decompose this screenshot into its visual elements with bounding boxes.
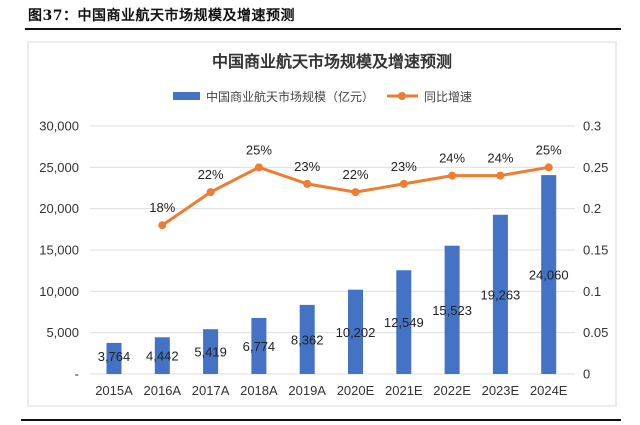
bar-data-label: 24,060 [529, 268, 569, 283]
left-tick-label: 20,000 [39, 201, 79, 216]
right-tick-label: 0 [583, 367, 590, 382]
bar [299, 304, 315, 374]
bar-data-label: 19,263 [481, 287, 521, 302]
top-rule [25, 28, 621, 30]
bar-data-label: 6,774 [243, 339, 276, 354]
bottom-rule [21, 419, 621, 421]
x-tick-label: 2022E [433, 383, 471, 398]
bar-data-label: 15,523 [432, 303, 472, 318]
left-tick-label: 10,000 [39, 284, 79, 299]
x-tick-label: 2018A [240, 383, 278, 398]
x-tick-label: 2015A [95, 383, 133, 398]
line-marker [158, 221, 167, 230]
line-series [158, 163, 553, 230]
bar [348, 289, 363, 374]
legend-line-label: 同比增速 [424, 90, 472, 104]
bar-data-label: 8,362 [291, 332, 324, 347]
line-data-label: 24% [487, 151, 513, 166]
right-tick-label: 0.3 [583, 119, 601, 134]
right-axis: 0 0.05 0.1 0.15 0.2 0.25 0.3 [583, 119, 608, 382]
line-data-label: 18% [149, 200, 175, 215]
bar [396, 270, 412, 374]
right-tick-label: 0.1 [583, 284, 601, 299]
x-tick-label: 2017A [192, 383, 230, 398]
left-tick-label: 25,000 [39, 160, 79, 175]
legend: 中国商业航天市场规模（亿元） 同比增速 [173, 89, 472, 104]
x-tick-label: 2019A [288, 383, 326, 398]
line-data-label: 23% [294, 159, 320, 174]
right-tick-label: 0.15 [583, 243, 608, 258]
left-tick-label: - [75, 367, 79, 382]
bar-data-label: 3,764 [98, 349, 131, 364]
right-tick-label: 0.25 [583, 160, 608, 175]
right-tick-label: 0.2 [583, 201, 601, 216]
left-tick-label: 15,000 [39, 243, 79, 258]
line-data-labels: 18% 22% 25% 23% 22% 23% 24% 24% 25% [149, 142, 562, 215]
figure-caption: 图37：中国商业航天市场规模及增速预测 [28, 8, 295, 24]
line-marker [544, 163, 553, 172]
right-tick-label: 0.05 [583, 325, 608, 340]
line-marker [448, 171, 457, 180]
line-data-label: 23% [391, 159, 417, 174]
chart-frame [27, 41, 617, 407]
bar [541, 175, 557, 374]
bar-data-label: 5,419 [194, 345, 227, 360]
line-marker [496, 171, 505, 180]
x-tick-label: 2023E [482, 383, 520, 398]
line-marker [399, 179, 408, 188]
line-marker [206, 188, 215, 197]
bar [492, 214, 508, 374]
bar-data-label: 12,549 [384, 315, 424, 330]
bar-data-label: 4,442 [146, 349, 179, 364]
bar-data-label: 10,202 [336, 325, 376, 340]
x-tick-label: 2016A [144, 383, 182, 398]
line-marker [351, 188, 360, 197]
left-axis: - 5,000 10,000 15,000 20,000 25,000 30,000 [39, 119, 79, 382]
bar [251, 318, 267, 374]
legend-bar-label: 中国商业航天市场规模（亿元） [206, 89, 374, 104]
bar-series [106, 175, 557, 374]
chart-title: 中国商业航天市场规模及增速预测 [212, 52, 452, 71]
bar [444, 245, 460, 374]
left-tick-label: 5,000 [46, 325, 79, 340]
bar [203, 329, 219, 374]
line-data-label: 22% [342, 167, 368, 182]
x-tick-label: 2024E [530, 383, 568, 398]
legend-bar-swatch [173, 92, 200, 100]
bar [154, 337, 170, 374]
x-tick-label: 2021E [385, 383, 423, 398]
line-marker [254, 163, 263, 172]
x-axis: 2015A 2016A 2017A 2018A 2019A 2020E 2021E 2022E… [95, 383, 568, 398]
line-data-label: 22% [198, 167, 224, 182]
x-tick-label: 2020E [337, 383, 375, 398]
line-data-label: 25% [536, 142, 562, 157]
left-tick-label: 30,000 [39, 119, 79, 134]
bar [106, 342, 122, 374]
line-data-label: 25% [246, 142, 272, 157]
bar-data-labels: 3,764 4,442 5,419 6,774 8,362 10,202 12,549 15,… [98, 268, 569, 364]
legend-line-marker [398, 92, 406, 100]
line-marker [303, 179, 312, 188]
line-data-label: 24% [439, 151, 465, 166]
